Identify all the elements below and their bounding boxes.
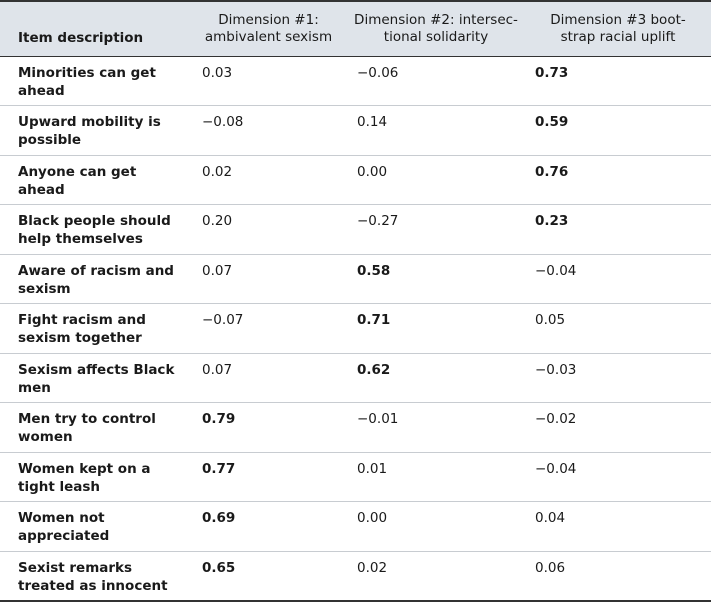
dimension-1-value: 0.20 <box>202 213 233 229</box>
dimension-2-value: 0.01 <box>357 460 388 477</box>
header-line: ambivalent sexism <box>204 29 333 45</box>
dimension-3-value: 0.04 <box>535 510 566 526</box>
header-line: Dimension #2: intersec- <box>354 12 518 28</box>
item-description-cell: Sexism affects Black men <box>18 361 175 396</box>
dimension-1-value: 0.07 <box>202 361 233 378</box>
dimension-3-value: 0.59 <box>535 114 569 130</box>
item-description-cell: Women kept on a tight leash <box>18 460 151 495</box>
item-description-cell: Aware of racism and sexism <box>18 262 174 297</box>
item-description-cell: Men try to control women <box>18 411 156 445</box>
item-description-cell: Sexist remarks treated as innocent <box>18 559 168 594</box>
dimension-3-value: 0.76 <box>535 163 569 180</box>
dimension-1-value: 0.02 <box>202 163 233 180</box>
header-line: Dimension #1: <box>218 12 319 28</box>
dimension-2-value: 0.14 <box>357 114 388 130</box>
dimension-2-value: 0.71 <box>357 312 391 328</box>
item-description-cell: Upward mobility is possible <box>18 114 161 148</box>
header-line: strap racial uplift <box>560 29 676 45</box>
header-dimension-3: Dimension #3 boot- strap racial uplift <box>525 0 711 57</box>
dimension-1-value: 0.79 <box>202 411 236 427</box>
header-dimension-1: Dimension #1: ambivalent sexism <box>190 0 347 57</box>
table-body: Minorities can get ahead 0.03 −0.06 0.73… <box>0 56 711 601</box>
item-description-cell: Fight racism and sexism together <box>18 312 146 346</box>
dimension-3-value: −0.04 <box>535 460 577 477</box>
dimension-3-value: 0.73 <box>535 64 569 81</box>
dimension-1-value: −0.08 <box>202 114 244 130</box>
table-header: Item description Dimension #1: ambivalen… <box>0 0 711 57</box>
dimension-3-value: −0.02 <box>535 411 577 427</box>
dimension-1-value: 0.69 <box>202 510 236 526</box>
table-row: Women not appreciated 0.69 0.00 0.04 <box>0 502 711 551</box>
dimension-2-value: 0.00 <box>357 510 388 526</box>
table-row: Sexism affects Black men 0.07 0.62 −0.03 <box>0 353 711 403</box>
header-line: Item description <box>18 29 144 46</box>
header-line: Dimension #3 boot- <box>550 12 686 28</box>
item-description-cell: Women not appreciated <box>18 510 110 544</box>
table-row: Men try to control women 0.79 −0.01 −0.0… <box>0 403 711 452</box>
dimension-2-value: 0.02 <box>357 559 388 576</box>
table-row: Women kept on a tight leash 0.77 0.01 −0… <box>0 452 711 502</box>
table-row: Anyone can get ahead 0.02 0.00 0.76 <box>0 155 711 205</box>
header-row: Item description Dimension #1: ambivalen… <box>0 0 711 57</box>
table-row: Black people should help themselves 0.20… <box>0 205 711 254</box>
item-description-cell: Anyone can get ahead <box>18 163 137 198</box>
dimension-3-value: 0.23 <box>535 213 569 229</box>
dimension-3-value: −0.04 <box>535 262 577 279</box>
dimension-3-value: 0.06 <box>535 559 566 576</box>
table-row: Minorities can get ahead 0.03 −0.06 0.73 <box>0 56 711 106</box>
dimension-2-value: −0.01 <box>357 411 399 427</box>
dimension-2-value: −0.06 <box>357 64 399 81</box>
dimension-1-value: 0.77 <box>202 460 236 477</box>
dimension-2-value: −0.27 <box>357 213 399 229</box>
table-row: Aware of racism and sexism 0.07 0.58 −0.… <box>0 254 711 304</box>
item-description-cell: Black people should help themselves <box>18 213 171 247</box>
dimension-2-value: 0.00 <box>357 163 388 180</box>
dimension-1-value: −0.07 <box>202 312 244 328</box>
table-row: Upward mobility is possible −0.08 0.14 0… <box>0 106 711 155</box>
header-item-description: Item description <box>0 0 190 57</box>
dimension-1-value: 0.03 <box>202 64 233 81</box>
table-row: Sexist remarks treated as innocent 0.65 … <box>0 551 711 601</box>
dimension-3-value: −0.03 <box>535 361 577 378</box>
dimension-2-value: 0.62 <box>357 361 391 378</box>
header-line: tional solidarity <box>383 29 489 45</box>
table-row: Fight racism and sexism together −0.07 0… <box>0 304 711 353</box>
dimension-1-value: 0.65 <box>202 559 236 576</box>
dimension-3-value: 0.05 <box>535 312 566 328</box>
header-dimension-2: Dimension #2: intersec- tional solidarit… <box>347 0 525 57</box>
dimension-1-value: 0.07 <box>202 262 233 279</box>
item-description-cell: Minorities can get ahead <box>18 64 156 99</box>
dimension-2-value: 0.58 <box>357 262 391 279</box>
